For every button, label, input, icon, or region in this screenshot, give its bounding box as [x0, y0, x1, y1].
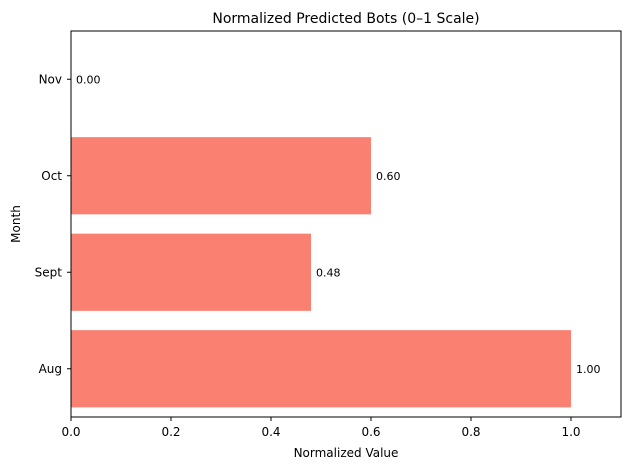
y-ticks-group: Aug Sept Oct Nov — [35, 72, 71, 376]
x-tick-label: 0.2 — [161, 425, 180, 439]
data-label-nov: 0.00 — [76, 73, 101, 86]
y-tick-label: Sept — [35, 265, 63, 279]
data-label-aug: 1.00 — [576, 363, 601, 376]
y-axis-label: Month — [9, 205, 23, 243]
x-tick-label: 0.6 — [361, 425, 380, 439]
bar-sept — [71, 233, 311, 311]
data-label-oct: 0.60 — [376, 170, 401, 183]
x-ticks-group: 0.0 0.2 0.4 0.6 0.8 1.0 — [61, 417, 581, 439]
bar-aug — [71, 330, 571, 408]
bar-oct — [71, 137, 371, 215]
x-tick-label: 0.0 — [61, 425, 80, 439]
data-label-sept: 0.48 — [316, 266, 341, 279]
chart-title: Normalized Predicted Bots (0–1 Scale) — [212, 11, 479, 27]
y-tick-label: Aug — [39, 362, 62, 376]
x-tick-label: 0.4 — [261, 425, 280, 439]
x-tick-label: 0.8 — [461, 425, 480, 439]
plot-frame — [70, 30, 622, 418]
x-tick-label: 1.0 — [561, 425, 580, 439]
bars-group: 1.00 0.48 0.60 0.00 — [71, 73, 601, 408]
y-tick-label: Nov — [39, 72, 62, 86]
y-tick-label: Oct — [41, 169, 62, 183]
x-axis-label: Normalized Value — [294, 446, 399, 460]
